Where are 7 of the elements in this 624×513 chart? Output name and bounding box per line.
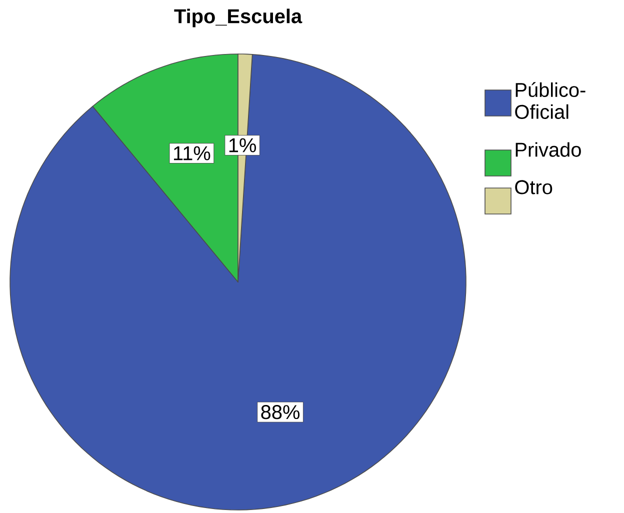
data-label: 1% — [229, 138, 256, 152]
data-label: 88% — [261, 405, 300, 420]
legend-label: Otro — [515, 180, 552, 194]
data-label: 11% — [174, 146, 210, 160]
legend-label: Público-Oficial — [515, 82, 586, 119]
legend-label: Privado — [516, 142, 581, 157]
chart-title: Tipo_Escuela — [174, 8, 302, 28]
